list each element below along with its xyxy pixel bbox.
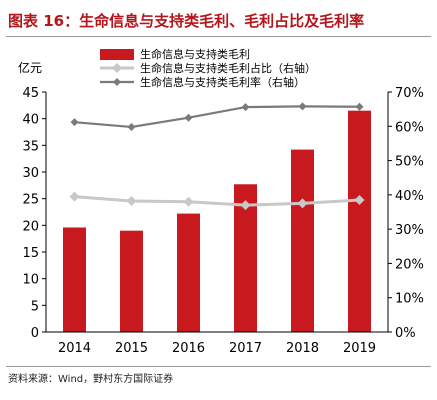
y2-tick-label: 20% [395, 257, 424, 272]
y-tick-label: 45 [22, 86, 39, 101]
bar-2015 [120, 230, 143, 332]
y2-tick-label: 50% [395, 155, 424, 170]
y2-tick-label: 10% [395, 292, 424, 307]
y-tick-label: 20 [22, 219, 39, 234]
y2-tick-label: 40% [395, 189, 424, 204]
axes: 0 5 10 15 20 25 30 35 40 45 0% 10% 20% 30% 40% 50% 60% 70… [22, 86, 423, 356]
y2-tick-label: 70% [395, 86, 424, 101]
legend-label: 生命信息与支持类毛利率（右轴） [140, 75, 305, 89]
y-tick-label: 15 [22, 246, 39, 261]
y-tick-label: 10 [22, 273, 39, 288]
share-line-point-2019 [354, 195, 365, 205]
y-tick-label: 0 [31, 326, 39, 341]
bar-2016 [177, 213, 200, 332]
legend-marker-margin [113, 78, 121, 86]
share-line-point-2015 [126, 196, 137, 207]
share-line-point-2018 [297, 198, 308, 209]
legend-label: 生命信息与支持类毛利 [140, 47, 250, 61]
y-tick-label: 25 [22, 193, 39, 208]
legend-marker-share [112, 63, 122, 73]
x-tick-label: 2018 [286, 341, 319, 356]
share-line-point-2016 [183, 196, 194, 207]
share-line-point-2014 [69, 191, 80, 202]
y-tick-label: 30 [22, 166, 39, 181]
bar-2019 [348, 110, 371, 333]
x-tick-label: 2014 [58, 341, 91, 356]
legend: 生命信息与支持类毛利生命信息与支持类毛利占比（右轴）生命信息与支持类毛利率（右轴… [100, 47, 316, 89]
line-series [69, 102, 365, 211]
margin-line-point-2017 [241, 103, 250, 112]
x-tick-label: 2015 [115, 341, 148, 356]
y2-tick-label: 30% [395, 223, 424, 238]
y2-tick-label: 60% [395, 120, 424, 135]
bar-2017 [234, 184, 257, 332]
title-divider [6, 36, 431, 37]
margin-line-point-2019 [355, 102, 364, 111]
chart-title: 图表 16：生命信息与支持类毛利、毛利占比及毛利率 [8, 12, 365, 30]
source-note: 资料来源：Wind，野村东方国际证券 [8, 374, 174, 385]
bar-2018 [291, 149, 314, 332]
x-tick-label: 2019 [343, 341, 376, 356]
margin-line [74, 105, 360, 129]
margin-line-point-2016 [184, 113, 193, 122]
share-line [74, 195, 360, 207]
legend-swatch-bar [100, 49, 134, 60]
share-line-point-2017 [240, 200, 251, 211]
margin-line-point-2015 [127, 122, 136, 131]
margin-line-point-2014 [70, 118, 79, 127]
y2-tick-label: 0% [395, 326, 416, 341]
legend-label: 生命信息与支持类毛利占比（右轴） [140, 61, 316, 75]
y-tick-label: 40 [22, 113, 39, 128]
y-tick-label: 35 [22, 139, 39, 154]
bar-series [63, 110, 371, 333]
source-divider [6, 366, 431, 367]
x-tick-label: 2017 [229, 341, 262, 356]
y-tick-label: 5 [31, 299, 39, 314]
y-axis-unit-label: 亿元 [18, 60, 42, 75]
bar-2014 [63, 227, 86, 332]
x-tick-label: 2016 [172, 341, 205, 356]
margin-line-point-2018 [298, 102, 307, 111]
